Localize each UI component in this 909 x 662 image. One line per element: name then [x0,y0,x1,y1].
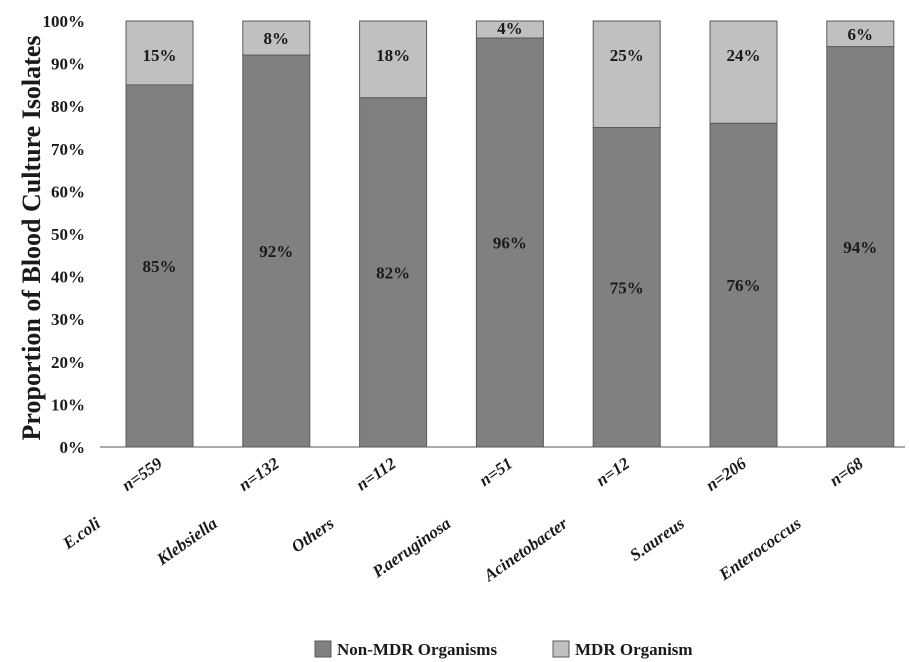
x-category-label: Others [288,513,338,556]
y-axis-ticks: 0% 10% 20% 30% 40% 50% 60% 70% 80% 90% 100% [43,12,86,457]
legend-swatch-non-mdr [314,640,332,658]
bar-segment-non-mdr [359,97,428,448]
data-label-mdr: 15% [143,46,177,65]
data-label-non-mdr: 82% [376,263,410,282]
bar-segment-non-mdr [125,84,194,448]
bar-segment-mdr [475,20,544,39]
x-axis-labels: n=559 E.coli n=132 Klebsiella n=112 Others n=5… [58,453,867,585]
legend-label-mdr: MDR Organism [575,640,693,659]
x-category-label: Klebsiella [152,513,221,569]
data-label-non-mdr: 94% [843,238,877,257]
x-count-label: n=112 [353,453,400,494]
y-axis-label: Proportion of Blood Culture Isolates [17,36,46,441]
y-tick-label: 10% [51,395,85,414]
y-tick-label: 50% [51,225,85,244]
x-count-label: n=206 [702,453,750,494]
y-tick-label: 100% [43,12,86,31]
y-tick-label: 90% [51,55,85,74]
data-label-non-mdr: 92% [259,242,293,261]
data-label-non-mdr: 96% [493,234,527,253]
data-label-mdr: 4% [497,19,523,38]
data-label-non-mdr: 75% [610,278,644,297]
x-category-label: Acinetobacter [480,513,572,585]
bar-segment-mdr [125,20,194,86]
data-labels: 85% 15% 92% 8% 82% 18% 96% 4% 75% 25% 76% 24% 94% 6% [143,19,878,297]
legend-swatch-mdr [552,640,570,658]
data-label-mdr: 6% [848,25,874,44]
data-label-mdr: 18% [376,46,410,65]
y-tick-label: 20% [51,353,85,372]
x-count-label: n=559 [118,453,166,494]
x-count-label: n=12 [592,453,633,490]
bar-segment-mdr [592,20,661,128]
bar-segment-non-mdr [592,127,661,448]
y-tick-label: 70% [51,140,85,159]
x-count-label: n=68 [826,453,867,490]
bar-segment-mdr [242,20,311,56]
data-label-mdr: 25% [610,46,644,65]
legend-label-non-mdr: Non-MDR Organisms [337,640,497,659]
y-tick-label: 60% [51,182,85,201]
data-label-non-mdr: 76% [727,276,761,295]
y-tick-label: 30% [51,310,85,329]
y-axis-label-group: Proportion of Blood Culture Isolates [17,36,46,441]
data-label-mdr: 8% [264,29,290,48]
x-category-label: P.aeruginosa [368,513,455,582]
x-category-label: E.coli [58,514,104,554]
bar-segment-mdr [826,20,895,48]
y-tick-label: 0% [60,438,86,457]
data-label-non-mdr: 85% [143,257,177,276]
x-category-label: S.aureus [626,513,688,564]
bar-segment-non-mdr [709,122,778,448]
bar-segment-mdr [709,20,778,124]
x-count-label: n=132 [235,453,283,494]
x-category-label: Enterococcus [715,513,805,584]
legend: Non-MDR Organisms MDR Organism [314,640,693,659]
y-tick-label: 40% [51,268,85,287]
data-label-mdr: 24% [727,46,761,65]
bar-group [125,20,895,448]
y-tick-label: 80% [51,97,85,116]
x-count-label: n=51 [476,454,517,490]
bar-segment-mdr [359,20,428,99]
bar-segment-non-mdr [826,46,895,448]
